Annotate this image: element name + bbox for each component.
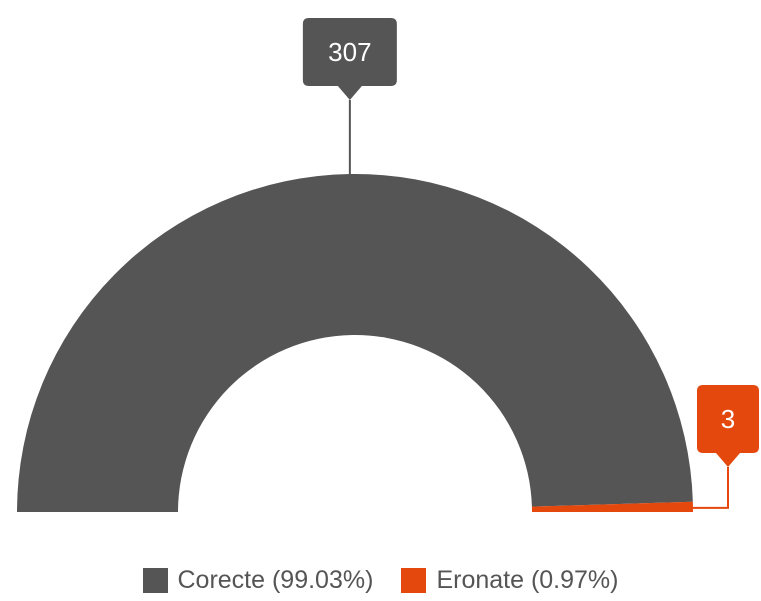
data-label-eronate: 3 — [692, 385, 759, 509]
slice-eronate[interactable] — [531, 501, 693, 512]
slice-corecte[interactable] — [17, 173, 693, 513]
legend-item-corecte[interactable]: Corecte (99.03%) — [142, 566, 374, 595]
legend-swatch-corecte — [142, 568, 168, 593]
legend-label-corecte: Corecte (99.03%) — [177, 566, 374, 594]
data-label-text-corecte: 307 — [328, 37, 371, 67]
legend-swatch-eronate — [401, 568, 427, 593]
callouts-group: 307 3 — [302, 18, 759, 509]
data-label-corecte: 307 — [302, 18, 397, 175]
legend-item-eronate[interactable]: Eronate (0.97%) — [401, 566, 618, 595]
data-label-text-eronate: 3 — [721, 404, 735, 434]
legend: Corecte (99.03%) Eronate (0.97%) — [0, 566, 761, 595]
slices-group — [17, 173, 693, 513]
legend-label-eronate: Eronate (0.97%) — [436, 566, 619, 594]
